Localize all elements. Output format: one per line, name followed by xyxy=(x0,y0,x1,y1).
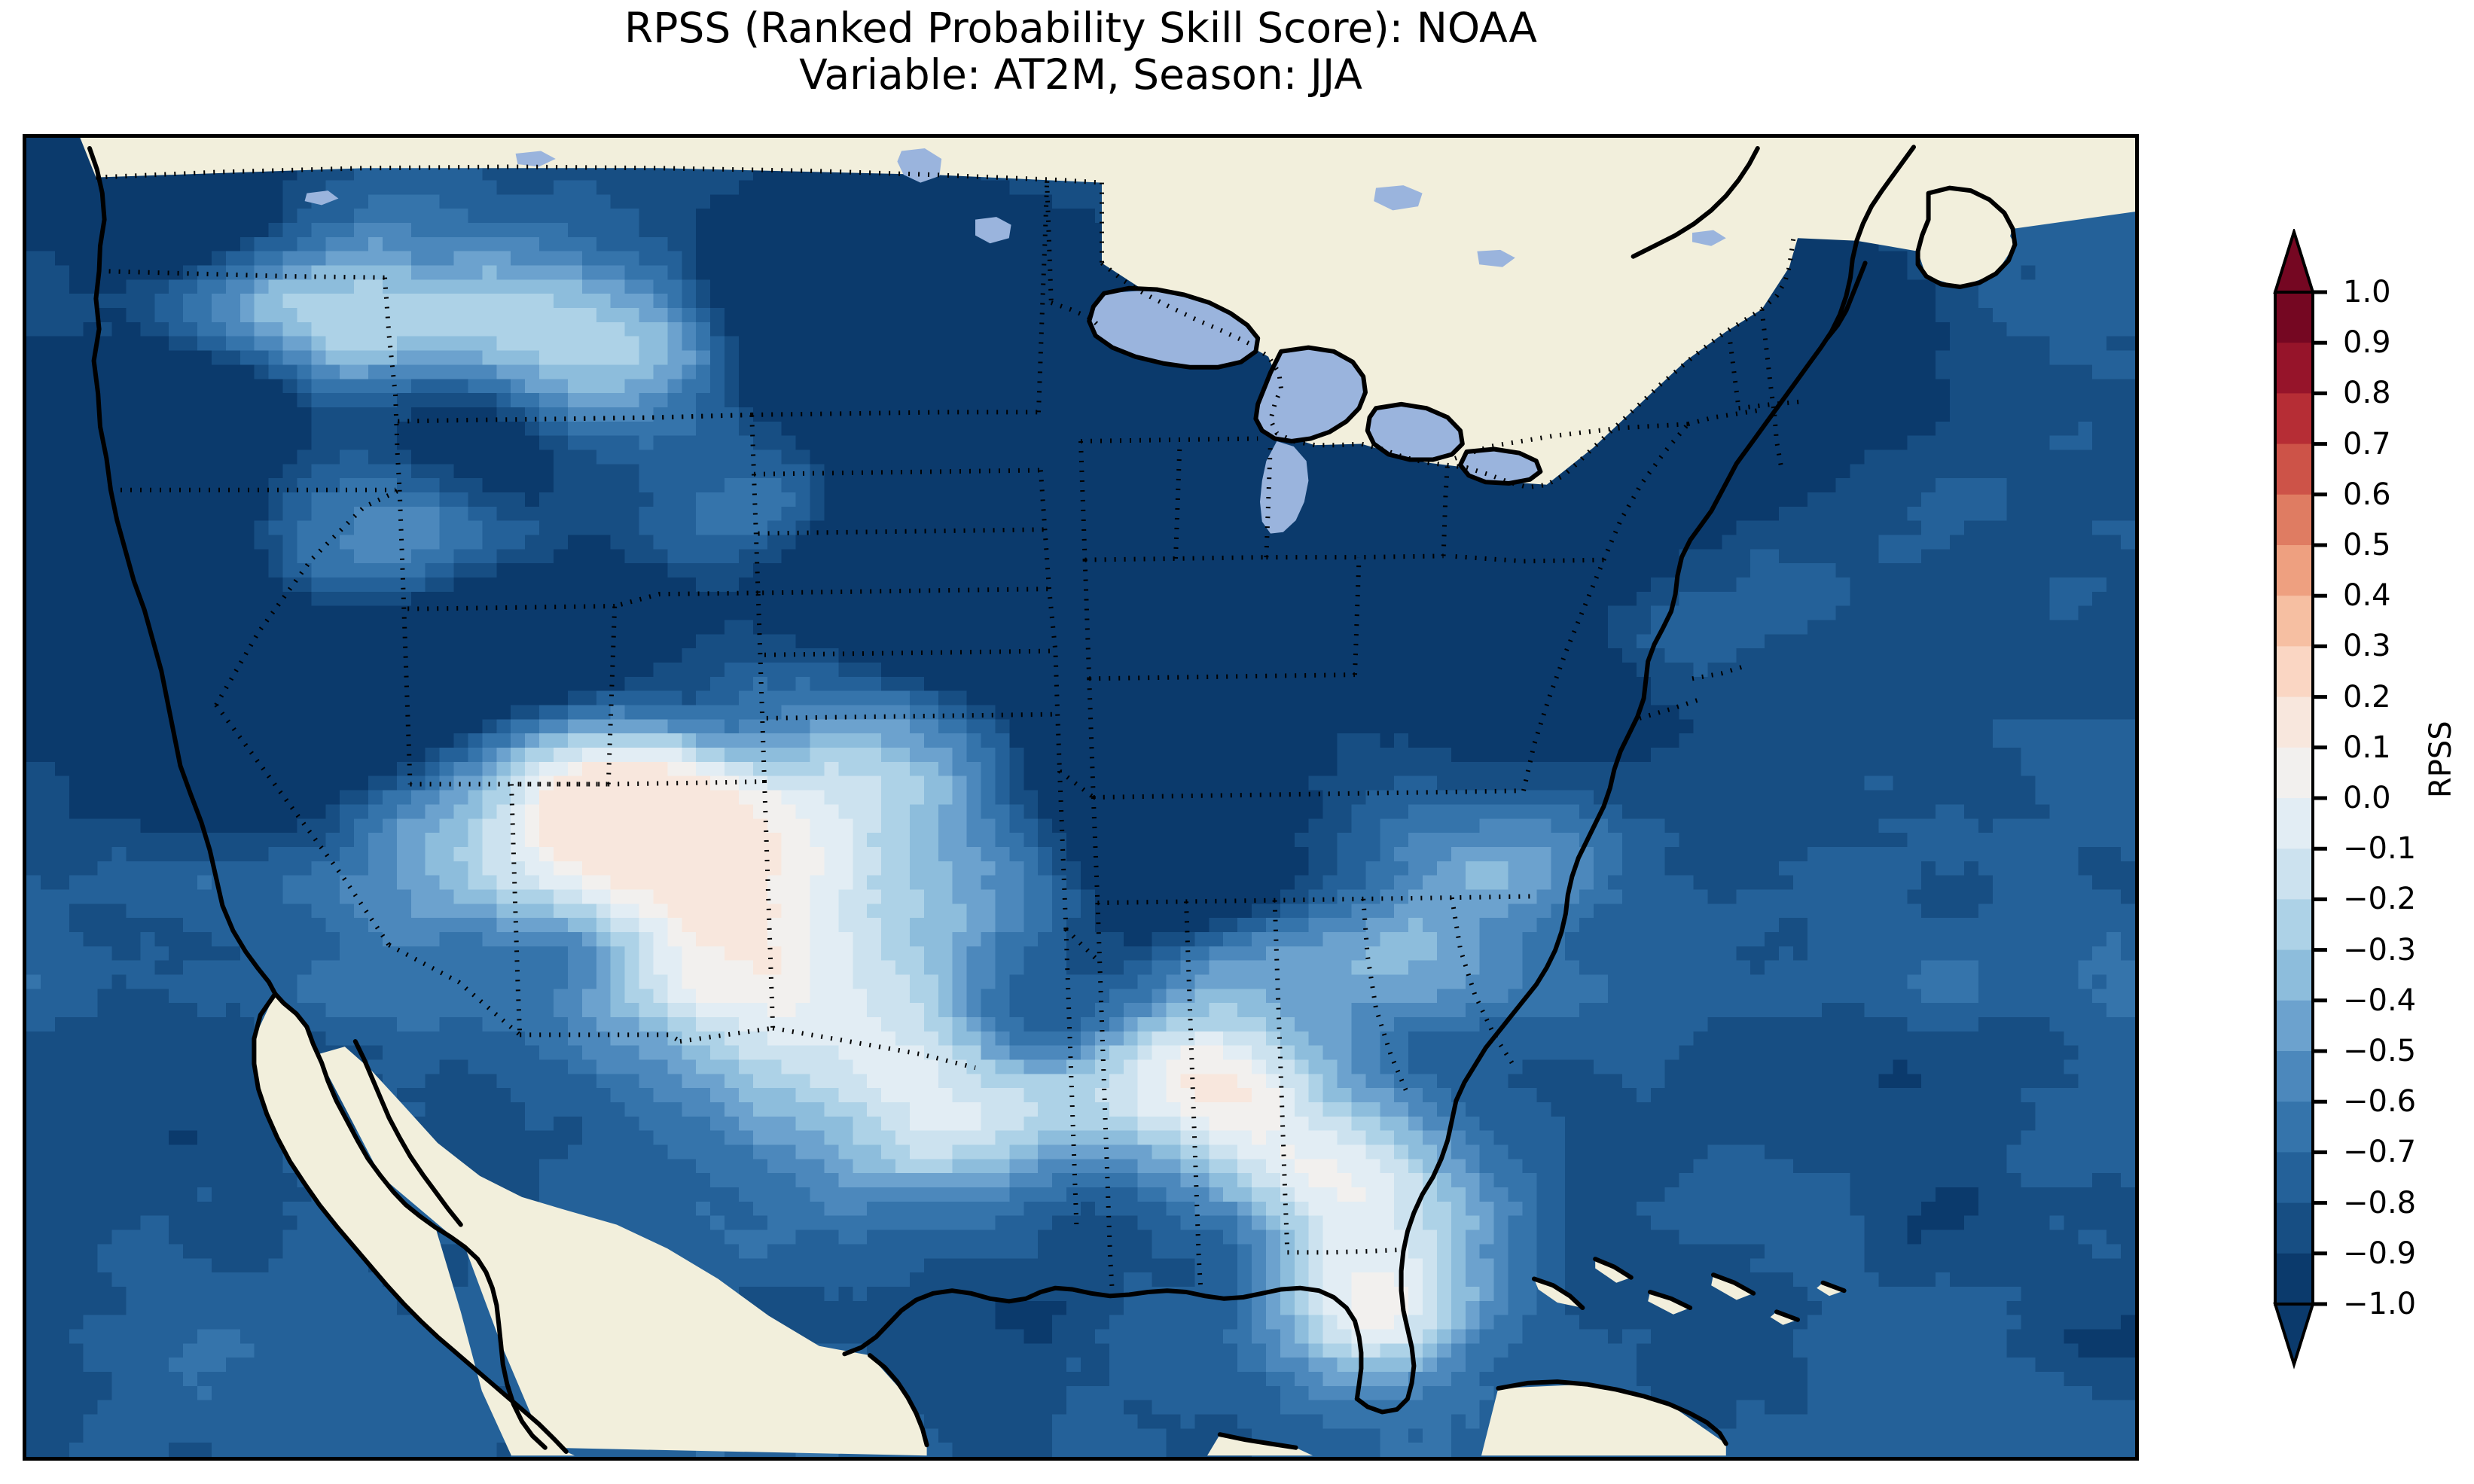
colorbar-tick-label: −0.7 xyxy=(2343,1135,2417,1170)
colorbar-tick-label: 0.1 xyxy=(2343,730,2391,765)
geography-layer xyxy=(80,138,2135,1456)
colorbar-tick-label: 0.2 xyxy=(2343,679,2391,715)
colorbar-tick-label: 0.6 xyxy=(2343,477,2391,512)
colorbar-tick-label: −0.1 xyxy=(2343,831,2417,867)
colorbar-tick-label: 0.9 xyxy=(2343,325,2391,361)
colorbar-tick-label: −0.4 xyxy=(2343,983,2417,1018)
figure-title-block: RPSS (Ranked Probability Skill Score): N… xyxy=(0,5,2161,98)
colorbar-tick-label: −0.9 xyxy=(2343,1236,2417,1271)
colorbar[interactable]: 1.0 0.9 0.8 0.7 0.6 0.5 0.4 0.3 0.2 0.1 0.0 −0.1 −0.… xyxy=(2273,229,2416,1370)
colorbar-gradient xyxy=(2275,292,2313,1304)
colorbar-tick-label: 0.8 xyxy=(2343,376,2391,411)
colorbar-tick-label: 0.0 xyxy=(2343,781,2391,815)
figure-subtitle: Variable: AT2M, Season: JJA xyxy=(799,50,1362,99)
colorbar-tick-label: 1.0 xyxy=(2343,275,2391,309)
colorbar-axis-label: RPSS xyxy=(2424,721,2458,798)
map-axes[interactable] xyxy=(23,134,2139,1461)
colorbar-tick-label: −0.6 xyxy=(2343,1084,2417,1120)
figure-title: RPSS (Ranked Probability Skill Score): N… xyxy=(624,4,1537,52)
colorbar-tick-label: 0.4 xyxy=(2343,578,2391,614)
colorbar-tick-label: −0.3 xyxy=(2343,932,2417,967)
colorbar-tick-label: −0.2 xyxy=(2343,882,2417,917)
colorbar-tick-label: 0.3 xyxy=(2343,629,2391,664)
colorbar-tick-label: 0.7 xyxy=(2343,426,2391,462)
colorbar-tick-label: −0.8 xyxy=(2343,1185,2417,1220)
colorbar-ticks-layer xyxy=(2273,229,2327,1370)
colorbar-tick-label: 0.5 xyxy=(2343,528,2391,562)
colorbar-tick-label: −0.5 xyxy=(2343,1034,2417,1068)
colorbar-tick-label: −1.0 xyxy=(2343,1287,2417,1321)
